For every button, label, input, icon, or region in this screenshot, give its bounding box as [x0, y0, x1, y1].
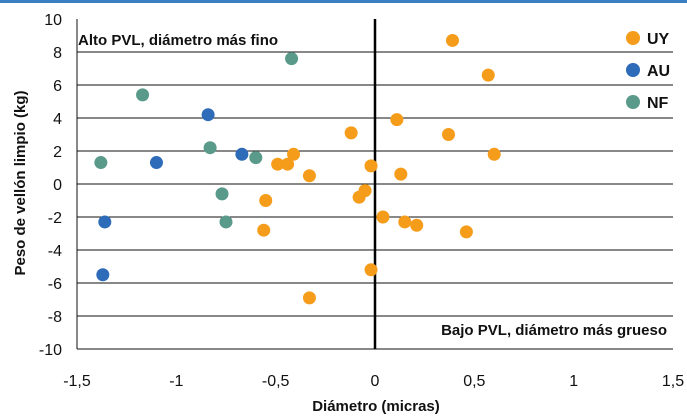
data-point	[271, 157, 285, 171]
annotation-top-left: Alto PVL, diámetro más fino	[78, 32, 278, 49]
legend-marker	[626, 63, 640, 77]
x-tick-label: -0,5	[262, 373, 290, 390]
data-point	[257, 223, 271, 237]
series-au	[96, 108, 249, 282]
annotation-bottom-right: Bajo PVL, diámetro más grueso	[441, 322, 667, 339]
data-point	[344, 126, 358, 140]
y-tick-label: 10	[44, 12, 62, 29]
data-point	[94, 156, 108, 170]
x-axis-title: Diámetro (micras)	[312, 398, 440, 415]
data-point	[219, 215, 233, 229]
y-tick-label: -8	[48, 309, 62, 326]
data-point	[98, 215, 112, 229]
data-point	[376, 210, 390, 224]
data-points	[94, 33, 501, 305]
y-tick-label: -2	[48, 210, 62, 227]
x-tick-label: 1	[569, 373, 578, 390]
series-nf	[94, 52, 299, 229]
data-point	[249, 151, 263, 165]
legend-marker	[626, 31, 640, 45]
data-point	[390, 113, 404, 127]
data-point	[203, 141, 217, 155]
y-tick-label: -4	[48, 243, 62, 260]
data-point	[442, 128, 456, 141]
legend: UY AU NF	[626, 31, 670, 112]
legend-marker	[626, 95, 640, 109]
x-tick-label: -1,5	[63, 373, 91, 390]
x-tick-label: 0,5	[463, 373, 485, 390]
tick-labels: -10 -8 -6 -4 -2 0 2 4 6 8 10 -1,5 -1 -0,5 0 0,5 1 1,5	[39, 12, 684, 390]
data-point	[201, 108, 215, 122]
legend-label: AU	[647, 63, 670, 80]
data-point	[281, 157, 295, 171]
legend-label: UY	[647, 31, 670, 48]
x-tick-label: -1	[169, 373, 183, 390]
data-point	[287, 147, 301, 161]
data-point	[149, 156, 163, 170]
y-tick-label: 4	[53, 111, 62, 128]
series-uy	[257, 33, 501, 305]
data-point	[459, 225, 473, 239]
x-tick-label: 1,5	[662, 373, 684, 390]
y-tick-label: -6	[48, 276, 62, 293]
data-point	[352, 190, 366, 204]
x-tick-label: 0	[371, 373, 380, 390]
y-tick-label: 0	[53, 177, 62, 194]
data-point	[364, 159, 378, 173]
data-point	[285, 52, 299, 66]
data-point	[302, 169, 316, 183]
data-point	[398, 215, 412, 229]
y-tick-label: -10	[39, 342, 62, 359]
y-tick-label: 2	[53, 144, 62, 161]
grid	[76, 19, 673, 350]
data-point	[445, 33, 459, 47]
data-point	[96, 268, 110, 282]
data-point	[136, 88, 150, 102]
data-point	[481, 68, 495, 82]
data-point	[259, 194, 273, 207]
data-point	[487, 147, 501, 161]
data-point	[394, 167, 408, 181]
y-axis-title: Peso de vellón limpio (kg)	[12, 90, 29, 275]
y-tick-label: 6	[53, 78, 62, 95]
data-point	[364, 263, 378, 277]
data-point	[235, 147, 249, 161]
data-point	[215, 187, 229, 201]
legend-label: NF	[647, 95, 669, 112]
data-point	[410, 218, 424, 232]
y-tick-label: 8	[53, 45, 62, 62]
data-point	[302, 291, 316, 305]
